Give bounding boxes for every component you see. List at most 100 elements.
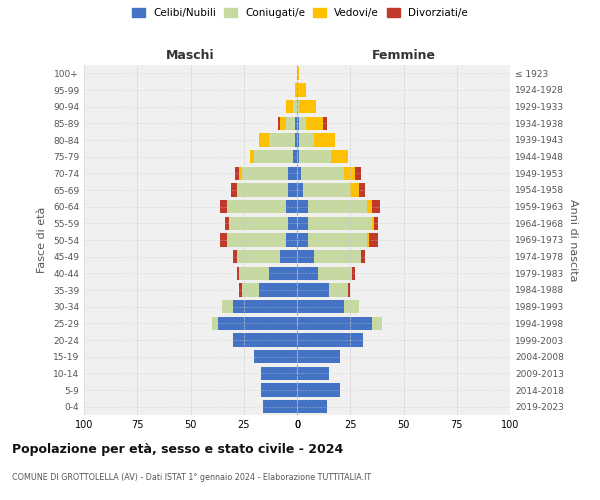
Bar <box>238 184 289 196</box>
Bar <box>348 284 350 296</box>
Bar <box>295 134 297 146</box>
Bar <box>297 284 329 296</box>
Bar <box>297 66 299 80</box>
Bar <box>269 134 295 146</box>
Bar <box>238 250 280 264</box>
Bar <box>295 84 297 96</box>
Bar <box>238 266 239 280</box>
Bar <box>323 116 327 130</box>
Bar <box>259 284 297 296</box>
Bar <box>299 150 331 164</box>
Bar <box>297 150 299 164</box>
Bar <box>278 116 280 130</box>
Bar <box>233 334 297 346</box>
Bar <box>314 134 335 146</box>
Bar <box>286 234 297 246</box>
Bar <box>297 300 344 314</box>
Bar <box>297 266 319 280</box>
Bar <box>299 100 316 114</box>
Bar <box>297 234 308 246</box>
Bar <box>220 200 227 213</box>
Bar <box>254 350 297 364</box>
Bar <box>239 284 242 296</box>
Bar <box>297 84 305 96</box>
Y-axis label: Anni di nascita: Anni di nascita <box>568 198 578 281</box>
Bar <box>297 316 371 330</box>
Bar <box>299 116 305 130</box>
Bar <box>295 116 297 130</box>
Bar <box>297 384 340 396</box>
Bar <box>269 266 297 280</box>
Bar <box>371 200 380 213</box>
Bar <box>297 334 363 346</box>
Bar <box>280 116 286 130</box>
Bar <box>361 250 365 264</box>
Bar <box>242 166 289 180</box>
Bar <box>308 200 367 213</box>
Bar <box>305 116 323 130</box>
Bar <box>355 166 361 180</box>
Title: Maschi: Maschi <box>166 50 215 62</box>
Bar <box>299 134 314 146</box>
Bar <box>263 400 297 413</box>
Bar <box>250 150 254 164</box>
Bar <box>223 300 233 314</box>
Bar <box>297 184 304 196</box>
Bar <box>227 234 286 246</box>
Bar <box>301 166 344 180</box>
Bar <box>297 166 301 180</box>
Bar <box>297 134 299 146</box>
Bar <box>344 166 355 180</box>
Bar <box>350 184 359 196</box>
Bar <box>370 234 378 246</box>
Bar <box>329 284 348 296</box>
Bar <box>367 234 370 246</box>
Bar <box>371 316 382 330</box>
Bar <box>286 100 293 114</box>
Bar <box>261 384 297 396</box>
Bar <box>229 216 289 230</box>
Bar <box>289 184 297 196</box>
Bar <box>212 316 218 330</box>
Bar <box>308 216 371 230</box>
Legend: Celibi/Nubili, Coniugati/e, Vedovi/e, Divorziati/e: Celibi/Nubili, Coniugati/e, Vedovi/e, Di… <box>129 5 471 21</box>
Bar <box>297 350 340 364</box>
Bar <box>308 234 367 246</box>
Bar <box>304 184 350 196</box>
Bar <box>220 234 227 246</box>
Bar <box>235 166 239 180</box>
Bar <box>224 216 229 230</box>
Bar <box>286 116 295 130</box>
Bar <box>319 266 352 280</box>
Bar <box>259 134 269 146</box>
Bar <box>367 200 371 213</box>
Bar <box>374 216 378 230</box>
Bar <box>297 200 308 213</box>
Bar <box>233 300 297 314</box>
Bar <box>286 200 297 213</box>
Bar <box>289 216 297 230</box>
Bar <box>280 250 297 264</box>
Title: Femmine: Femmine <box>371 50 436 62</box>
Bar <box>233 250 238 264</box>
Bar <box>289 166 297 180</box>
Bar <box>293 150 297 164</box>
Y-axis label: Fasce di età: Fasce di età <box>37 207 47 273</box>
Bar <box>239 166 242 180</box>
Bar <box>371 216 374 230</box>
Bar <box>293 100 297 114</box>
Bar <box>314 250 361 264</box>
Bar <box>297 366 329 380</box>
Bar <box>297 216 308 230</box>
Bar <box>218 316 297 330</box>
Bar <box>297 400 327 413</box>
Bar <box>344 300 359 314</box>
Bar <box>242 284 259 296</box>
Text: Popolazione per età, sesso e stato civile - 2024: Popolazione per età, sesso e stato civil… <box>12 442 343 456</box>
Bar <box>297 100 299 114</box>
Bar <box>359 184 365 196</box>
Bar <box>352 266 355 280</box>
Bar <box>227 200 286 213</box>
Bar <box>239 266 269 280</box>
Text: COMUNE DI GROTTOLELLA (AV) - Dati ISTAT 1° gennaio 2024 - Elaborazione TUTTITALI: COMUNE DI GROTTOLELLA (AV) - Dati ISTAT … <box>12 472 371 482</box>
